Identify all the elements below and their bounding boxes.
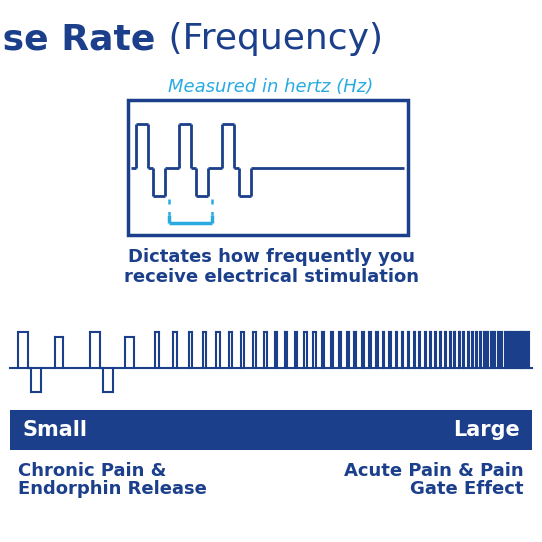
Text: Small: Small	[22, 420, 87, 440]
Text: Gate Effect: Gate Effect	[410, 480, 524, 498]
Text: Chronic Pain &: Chronic Pain &	[18, 462, 166, 480]
Text: Measured in hertz (Hz): Measured in hertz (Hz)	[169, 78, 373, 96]
Bar	[128, 100, 408, 235]
Text: receive electrical stimulation: receive electrical stimulation	[124, 268, 418, 286]
Text: Dictates how frequently you: Dictates how frequently you	[127, 248, 415, 266]
Text: Large: Large	[453, 420, 520, 440]
Text: Acute Pain & Pain: Acute Pain & Pain	[344, 462, 524, 480]
Bar	[10, 410, 532, 450]
Text: Pulse Rate: Pulse Rate	[0, 22, 155, 56]
Text: Endorphin Release: Endorphin Release	[18, 480, 207, 498]
Text: (Frequency): (Frequency)	[157, 22, 383, 56]
